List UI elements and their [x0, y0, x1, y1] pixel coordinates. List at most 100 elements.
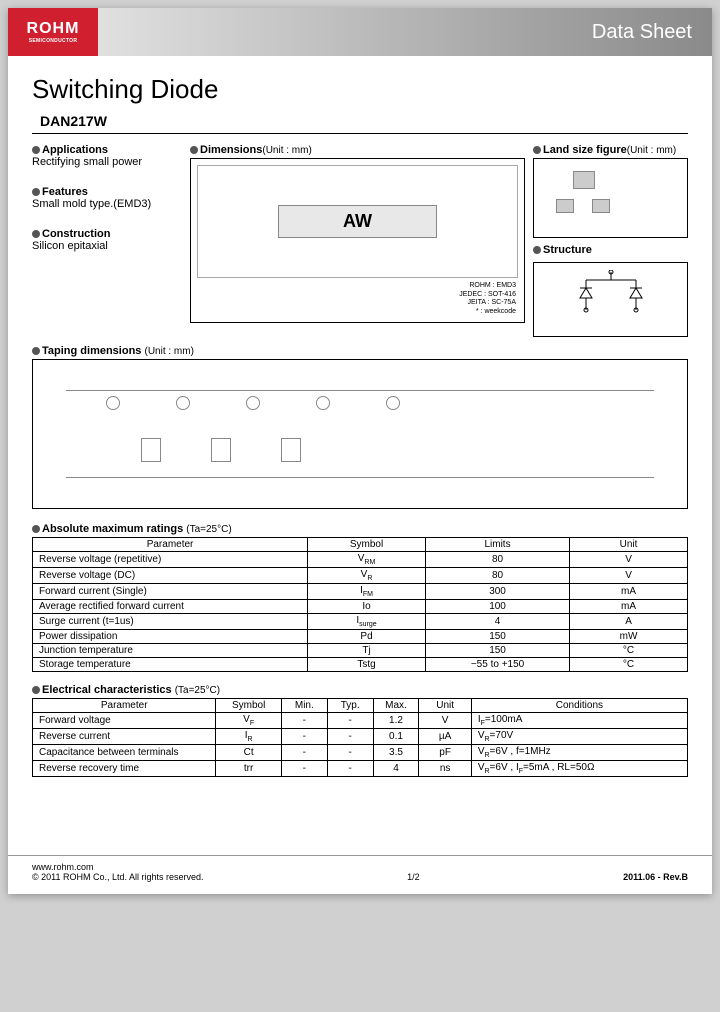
table-cell: IF=100mA — [471, 713, 687, 729]
table-cell: 150 — [425, 630, 569, 644]
table-cell: IR — [216, 729, 282, 745]
left-column: Applications Rectifying small power Feat… — [32, 144, 182, 337]
table-cell: V — [570, 552, 688, 568]
footer-rev: 2011.06 - Rev.B — [623, 872, 688, 882]
table-cell: - — [327, 761, 373, 777]
table-row: Reverse currentIR--0.1µAVR=70V — [33, 729, 688, 745]
table-cell: mA — [570, 584, 688, 600]
table-cell: Tj — [308, 644, 426, 658]
table-cell: 4 — [425, 614, 569, 630]
table-cell: mA — [570, 600, 688, 614]
table-header: Symbol — [308, 538, 426, 552]
sprocket-hole — [316, 396, 330, 410]
taping-section: Taping dimensions (Unit : mm) — [32, 345, 688, 509]
table-header: Conditions — [471, 699, 687, 713]
table-row: Reverse voltage (repetitive)VRM80V — [33, 552, 688, 568]
table-cell: 80 — [425, 568, 569, 584]
table-row: Average rectified forward currentIo100mA — [33, 600, 688, 614]
table-cell: µA — [419, 729, 471, 745]
footer-left: www.rohm.com © 2011 ROHM Co., Ltd. All r… — [32, 862, 204, 882]
table-cell: 4 — [373, 761, 419, 777]
table-cell: V — [419, 713, 471, 729]
features-body: Small mold type.(EMD3) — [32, 198, 182, 210]
table-cell: A — [570, 614, 688, 630]
table-cell: 0.1 — [373, 729, 419, 745]
land-pattern — [538, 163, 683, 218]
footer-url: www.rohm.com — [32, 862, 204, 872]
table-header: Max. — [373, 699, 419, 713]
table-cell: V — [570, 568, 688, 584]
table-cell: VR — [308, 568, 426, 584]
table-cell: °C — [570, 644, 688, 658]
table-cell: Isurge — [308, 614, 426, 630]
elecchar-table: ParameterSymbolMin.Typ.Max.UnitCondition… — [32, 698, 688, 777]
table-cell: VRM — [308, 552, 426, 568]
package-standards: ROHM : EMD3 JEDEC : SOT-416 JEITA : SC-7… — [195, 280, 520, 318]
table-cell: - — [281, 745, 327, 761]
table-cell: Pd — [308, 630, 426, 644]
diode-schematic-icon — [566, 270, 656, 315]
table-cell: Junction temperature — [33, 644, 308, 658]
footer-page: 1/2 — [407, 872, 420, 882]
table-cell: - — [327, 745, 373, 761]
applications-body: Rectifying small power — [32, 156, 182, 168]
bullet-icon — [32, 347, 40, 355]
footer-copyright: © 2011 ROHM Co., Ltd. All rights reserve… — [32, 872, 204, 882]
bullet-icon — [533, 146, 541, 154]
table-cell: Ct — [216, 745, 282, 761]
table-cell: Reverse current — [33, 729, 216, 745]
table-header: Parameter — [33, 538, 308, 552]
right-column: Land size figure(Unit : mm) Structure — [533, 144, 688, 337]
table-row: Forward current (Single)IFM300mA — [33, 584, 688, 600]
table-cell: - — [281, 713, 327, 729]
land-pad — [592, 199, 610, 213]
structure-diagram — [533, 262, 688, 337]
brand-name: ROHM — [27, 20, 80, 38]
banner: Data Sheet — [98, 8, 712, 56]
circuit-schematic — [538, 267, 683, 317]
top-grid: Applications Rectifying small power Feat… — [32, 144, 688, 337]
bullet-icon — [32, 230, 40, 238]
table-cell: VR=70V — [471, 729, 687, 745]
table-row: Surge current (t=1us)Isurge4A — [33, 614, 688, 630]
table-cell: pF — [419, 745, 471, 761]
table-header: Symbol — [216, 699, 282, 713]
banner-text: Data Sheet — [592, 21, 692, 44]
land-pad — [556, 199, 574, 213]
table-header: Unit — [419, 699, 471, 713]
sprocket-hole — [246, 396, 260, 410]
table-cell: Reverse recovery time — [33, 761, 216, 777]
table-row: Junction temperatureTj150°C — [33, 644, 688, 658]
construction-body: Silicon epitaxial — [32, 240, 182, 252]
table-row: Reverse voltage (DC)VR80V — [33, 568, 688, 584]
table-cell: - — [281, 729, 327, 745]
table-cell: Power dissipation — [33, 630, 308, 644]
sprocket-hole — [176, 396, 190, 410]
bullet-icon — [32, 525, 40, 533]
table-cell: 150 — [425, 644, 569, 658]
tape-strip — [66, 390, 655, 479]
absmax-table: ParameterSymbolLimitsUnitReverse voltage… — [32, 537, 688, 672]
table-cell: VR=6V , f=1MHz — [471, 745, 687, 761]
structure-title: Structure — [533, 244, 688, 256]
tape-pocket — [281, 438, 301, 462]
divider — [32, 133, 688, 134]
chip-marking: AW — [278, 205, 438, 238]
bullet-icon — [32, 188, 40, 196]
content: Switching Diode DAN217W Applications Rec… — [8, 56, 712, 795]
table-cell: Capacitance between terminals — [33, 745, 216, 761]
sprocket-hole — [386, 396, 400, 410]
page-title: Switching Diode — [32, 74, 688, 105]
table-header: Parameter — [33, 699, 216, 713]
table-header: Typ. — [327, 699, 373, 713]
table-cell: 1.2 — [373, 713, 419, 729]
table-cell: - — [327, 729, 373, 745]
table-cell: Forward voltage — [33, 713, 216, 729]
part-number: DAN217W — [40, 113, 688, 129]
table-cell: Io — [308, 600, 426, 614]
tables-section: Absolute maximum ratings (Ta=25°C) Param… — [32, 523, 688, 777]
table-cell: °C — [570, 658, 688, 672]
datasheet-page: ROHM SEMICONDUCTOR Data Sheet Switching … — [8, 8, 712, 894]
table-cell: 80 — [425, 552, 569, 568]
table-cell: mW — [570, 630, 688, 644]
